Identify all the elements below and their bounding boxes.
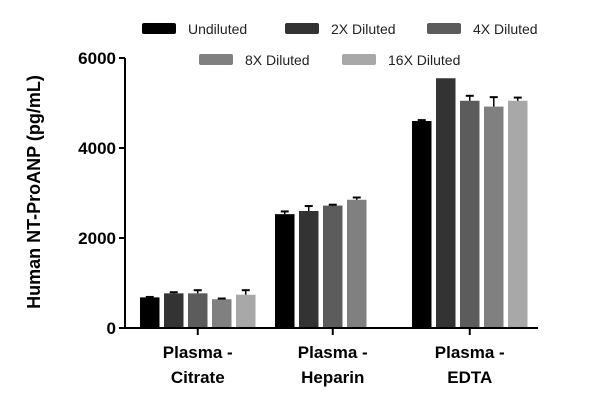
y-tick-label: 6000 <box>78 49 116 68</box>
x-category-label: Heparin <box>301 368 364 387</box>
legend-swatch <box>342 54 376 65</box>
bar <box>323 205 343 328</box>
legend-swatch <box>285 23 319 34</box>
y-tick-label: 2000 <box>78 229 116 248</box>
legend-swatch <box>142 23 176 34</box>
bar <box>212 299 232 328</box>
y-tick-label: 0 <box>107 319 116 338</box>
legend-swatch <box>427 23 461 34</box>
y-tick-label: 4000 <box>78 139 116 158</box>
bars <box>140 78 528 328</box>
legend: Undiluted 2X Diluted 4X Diluted 8X Diluted 1… <box>142 21 538 68</box>
bar <box>164 293 184 328</box>
bar <box>347 199 367 328</box>
bar <box>140 297 160 328</box>
x-category-label: Plasma - <box>435 343 505 362</box>
legend-label: 16X Diluted <box>388 52 460 68</box>
x-axis: Plasma - Citrate Plasma - Heparin Plasma - ED… <box>125 327 538 387</box>
legend-swatch <box>199 54 233 65</box>
x-category-label: EDTA <box>447 368 492 387</box>
legend-label: 2X Diluted <box>331 21 396 37</box>
x-category-label: Plasma - <box>163 343 233 362</box>
bar <box>236 294 256 328</box>
legend-label: 4X Diluted <box>473 21 538 37</box>
bar <box>412 121 432 328</box>
legend-label: Undiluted <box>188 21 247 37</box>
y-axis-label: Human NT-ProANP (pg/mL) <box>24 75 44 309</box>
bar <box>484 106 504 328</box>
bar <box>436 78 456 328</box>
y-axis: 0 2000 4000 6000 <box>78 49 126 338</box>
x-category-label: Citrate <box>171 368 225 387</box>
legend-label: 8X Diluted <box>245 52 310 68</box>
x-category-label: Plasma - <box>298 343 368 362</box>
bar <box>275 214 295 328</box>
bar <box>460 100 480 328</box>
bar <box>299 211 319 328</box>
bar <box>188 293 208 328</box>
bar <box>508 100 528 328</box>
